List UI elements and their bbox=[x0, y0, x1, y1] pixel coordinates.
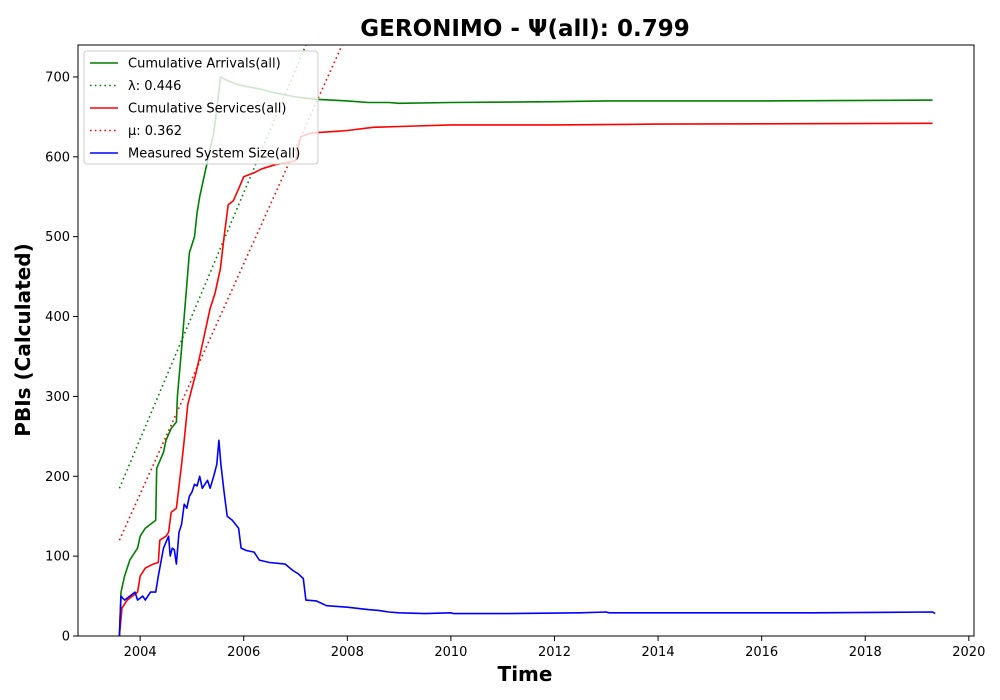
x-tick-label: 2014 bbox=[642, 645, 675, 660]
y-tick-label: 200 bbox=[45, 470, 70, 485]
chart-title: GERONIMO - Ψ(all): 0.799 bbox=[360, 16, 689, 42]
x-tick-label: 2006 bbox=[227, 645, 260, 660]
x-tick-label: 2004 bbox=[124, 645, 157, 660]
y-tick-label: 400 bbox=[45, 310, 70, 325]
legend-label: Cumulative Arrivals(all) bbox=[128, 57, 281, 72]
x-tick-label: 2018 bbox=[849, 645, 882, 660]
y-tick-label: 300 bbox=[45, 390, 70, 405]
x-tick-label: 2020 bbox=[952, 645, 985, 660]
y-axis-title: PBIs (Calculated) bbox=[11, 243, 35, 436]
x-tick-label: 2012 bbox=[538, 645, 571, 660]
y-tick-label: 600 bbox=[45, 150, 70, 165]
legend-label: μ: 0.362 bbox=[128, 124, 182, 139]
legend-label: λ: 0.446 bbox=[128, 79, 181, 94]
y-tick-label: 0 bbox=[62, 630, 70, 645]
x-tick-label: 2016 bbox=[745, 645, 778, 660]
x-tick-label: 2010 bbox=[434, 645, 467, 660]
y-tick-label: 700 bbox=[45, 70, 70, 85]
y-tick-label: 500 bbox=[45, 230, 70, 245]
legend: Cumulative Arrivals(all) λ: 0.446 Cumulati… bbox=[84, 51, 318, 164]
x-tick-label: 2008 bbox=[331, 645, 364, 660]
legend-label: Measured System Size(all) bbox=[128, 147, 300, 162]
legend-label: Cumulative Services(all) bbox=[128, 102, 286, 117]
x-axis-title: Time bbox=[498, 662, 553, 686]
y-tick-label: 100 bbox=[45, 550, 70, 565]
